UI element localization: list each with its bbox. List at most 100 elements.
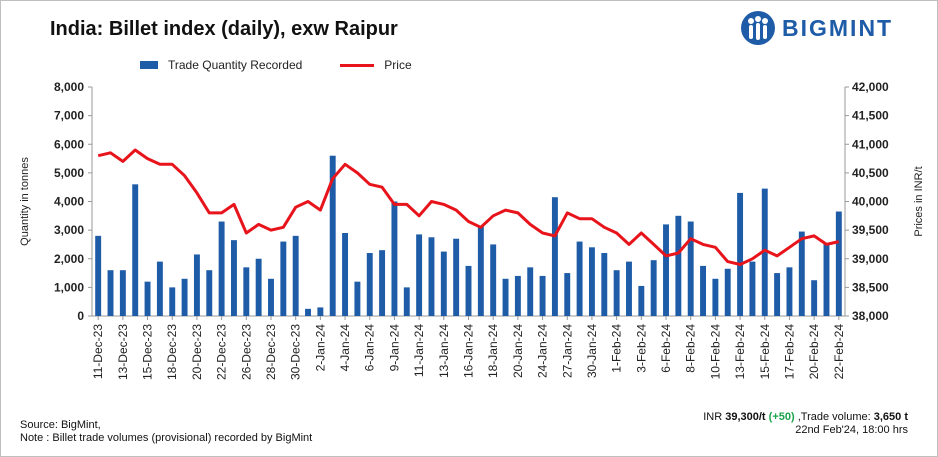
quantity-bar (514, 275, 521, 316)
y-right-tick-label: 38,500 (852, 280, 889, 294)
quantity-bar (305, 308, 311, 316)
quantity-bar (724, 268, 731, 316)
quantity-bar (156, 261, 163, 316)
y-right-tick-label: 39,000 (852, 252, 889, 266)
quantity-bar (218, 221, 225, 316)
x-tick-label: 3-Feb-24 (634, 324, 648, 373)
bigmint-logo-icon (741, 11, 775, 45)
quantity-bar (403, 287, 410, 316)
quantity-bar (663, 224, 669, 316)
chart-line (97, 148, 840, 266)
y-right-tick-label: 41,000 (852, 137, 889, 151)
x-tick-label: 30-Dec-23 (289, 324, 303, 380)
x-tick-label: 11-Dec-23 (91, 324, 105, 379)
chart-title: India: Billet index (daily), exw Raipur (50, 18, 398, 40)
quantity-bar (687, 221, 694, 316)
x-tick-label: 24-Jan-24 (536, 324, 550, 378)
quantity-bar (379, 250, 386, 316)
x-tick-label: 28-Dec-23 (264, 324, 278, 380)
quantity-bar (230, 240, 237, 316)
x-tick-label: 20-Jan-24 (511, 324, 525, 378)
y-left-tick-label: 8,000 (54, 80, 84, 94)
y-left-tick-label: 2,000 (54, 252, 84, 266)
quantity-bar (329, 155, 336, 316)
quantity-bar (107, 270, 114, 316)
quantity-bar (292, 235, 299, 316)
quantity-bar (317, 307, 324, 316)
bigmint-logo: BIGMINT (740, 10, 893, 46)
quantity-bar (798, 231, 805, 316)
quantity-bar (132, 184, 139, 316)
quantity-bar (811, 280, 818, 316)
quantity-bar (440, 251, 447, 316)
x-tick-label: 6-Feb-24 (659, 324, 673, 373)
x-tick-label: 18-Dec-23 (165, 324, 179, 380)
quantity-bar (712, 278, 719, 316)
x-tick-label: 20-Dec-23 (190, 324, 204, 380)
x-tick-label: 10-Feb-24 (708, 324, 722, 380)
y-right-tick-label: 38,000 (852, 309, 889, 323)
quantity-bar (193, 254, 200, 316)
x-tick-label: 27-Jan-24 (560, 324, 574, 378)
note-text: Note : Billet trade volumes (provisional… (20, 432, 313, 444)
y-left-tick-label: 5,000 (54, 166, 84, 180)
chart-legend: Trade Quantity Recorded Price (140, 58, 412, 72)
quantity-bar (490, 244, 497, 316)
legend-bar-swatch (140, 61, 158, 69)
quantity-bar (144, 281, 151, 316)
x-tick-label: 13-Dec-23 (116, 324, 130, 380)
quantity-bar (206, 270, 213, 316)
x-tick-label: 30-Jan-24 (585, 324, 599, 378)
trade-volume: 3,650 t (873, 411, 908, 423)
x-tick-label: 16-Jan-24 (462, 324, 476, 378)
quantity-bar (428, 237, 435, 316)
y-right-tick-label: 40,000 (852, 195, 889, 209)
quantity-bar (280, 241, 287, 316)
y-right-tick-label: 40,500 (852, 166, 889, 180)
x-tick-label: 9-Jan-24 (387, 324, 401, 372)
x-tick-label: 15-Dec-23 (141, 324, 155, 380)
y-left-tick-label: 1,000 (54, 280, 84, 294)
legend-line-swatch (340, 63, 375, 67)
x-tick-label: 22-Feb-24 (832, 324, 846, 380)
quantity-bar (700, 265, 707, 316)
footer-source: Source: BigMint, Note : Billet trade vol… (20, 419, 312, 445)
quantity-bar (255, 258, 262, 316)
latest-price: 39,300/t (725, 411, 766, 423)
source-text: Source: BigMint, (20, 419, 101, 431)
x-tick-label: 15-Feb-24 (758, 324, 772, 380)
x-tick-label: 2-Jan-24 (313, 324, 327, 372)
quantity-bar (477, 225, 484, 316)
quantity-bar (626, 261, 632, 316)
quantity-bar (749, 261, 756, 316)
quantity-bar (613, 270, 620, 316)
quantity-bar (354, 281, 361, 316)
quantity-bar (342, 232, 349, 316)
x-tick-label: 26-Dec-23 (239, 324, 253, 380)
quantity-bar (416, 234, 423, 316)
y-left-tick-label: 0 (77, 309, 84, 323)
y-left-tick-label: 6,000 (54, 137, 84, 151)
quantity-bar (774, 273, 781, 316)
quantity-bar (95, 235, 102, 316)
x-tick-label: 11-Jan-24 (412, 324, 426, 377)
quantity-bar (601, 253, 608, 316)
quantity-bar (181, 278, 188, 316)
y-left-axis-title: Quantity in tonnes (19, 157, 31, 246)
quantity-bar (502, 278, 509, 316)
quantity-bar (366, 253, 373, 316)
quantity-bar (638, 285, 645, 316)
y-right-tick-label: 39,500 (852, 223, 889, 237)
timestamp: 22nd Feb'24, 18:00 hrs (795, 424, 908, 436)
quantity-bar (551, 197, 558, 316)
y-left-tick-label: 4,000 (54, 195, 84, 209)
legend-price-label: Price (384, 58, 412, 72)
quantity-bar (675, 215, 682, 316)
chart-bars (95, 155, 842, 316)
legend-quantity-label: Trade Quantity Recorded (168, 58, 303, 72)
price-change: (+50) (768, 411, 795, 423)
quantity-bar (786, 267, 793, 316)
x-tick-label: 8-Feb-24 (684, 324, 698, 373)
x-tick-label: 6-Jan-24 (363, 324, 377, 372)
